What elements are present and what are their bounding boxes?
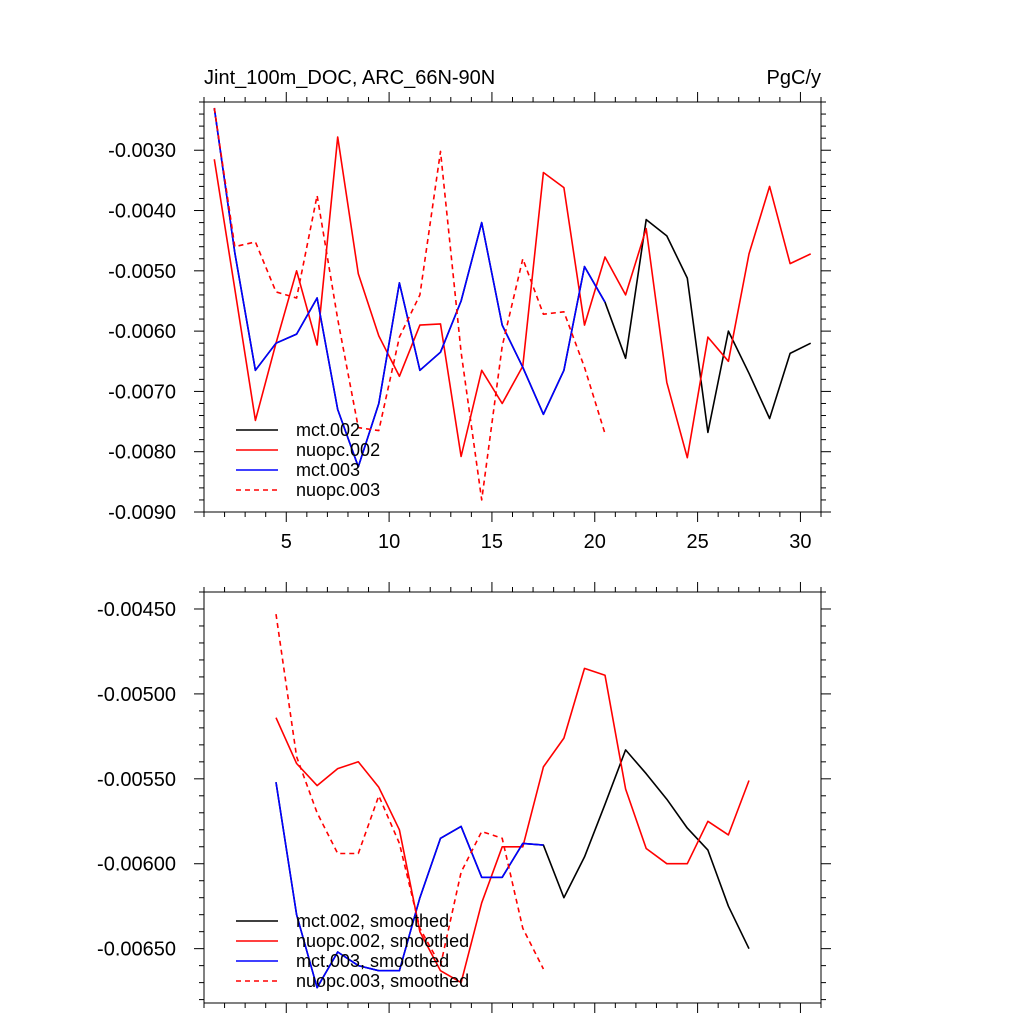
- chart-title: Jint_100m_DOC, ARC_66N-90N: [204, 67, 495, 89]
- legend-label-4: nuopc.003, smoothed: [296, 971, 469, 991]
- y-tick-label: -0.00500: [97, 684, 176, 706]
- series-line-2: [275, 667, 750, 984]
- series-line-2: [213, 136, 812, 459]
- series-line-3: [213, 107, 606, 468]
- x-tick-label: 20: [584, 531, 606, 553]
- x-tick-label: 30: [789, 531, 811, 553]
- y-tick-label: -0.00550: [97, 769, 176, 791]
- series-line-4: [213, 107, 606, 501]
- y-tick-label: -0.00450: [97, 599, 176, 621]
- chart-2: -0.00650 -0.00600 -0.00550 -0.00500 -0.00450…: [97, 582, 831, 1013]
- series-line-1: [213, 107, 812, 468]
- x-tick-label: 15: [481, 531, 503, 553]
- series-line-4: [275, 613, 545, 970]
- y-tick-label: -0.0070: [108, 381, 176, 403]
- legend-label-1: mct.002, smoothed: [296, 911, 449, 931]
- legend-label-2: nuopc.002: [296, 440, 380, 460]
- y-tick-label: -0.0060: [108, 321, 176, 343]
- x-tick-label: 25: [686, 531, 708, 553]
- y-tick-label: -0.0050: [108, 261, 176, 283]
- x-tick-label: 5: [281, 531, 292, 553]
- legend-label-3: mct.003: [296, 460, 360, 480]
- units-label: PgC/y: [767, 67, 821, 89]
- y-tick-label: -0.0080: [108, 442, 176, 464]
- series-line-3: [275, 782, 544, 989]
- chart-1: Jint_100m_DOC, ARC_66N-90N PgC/y 5 10 15 20 25…: [108, 67, 831, 553]
- legend-label-3: mct.003, smoothed: [296, 951, 449, 971]
- y-tick-label: -0.00650: [97, 939, 176, 961]
- legend-label-1: mct.002: [296, 420, 360, 440]
- y-tick-label: -0.00600: [97, 854, 176, 876]
- legend-label-2: nuopc.002, smoothed: [296, 931, 469, 951]
- y-tick-label: -0.0030: [108, 140, 176, 162]
- legend-label-4: nuopc.003: [296, 480, 380, 500]
- y-tick-label: -0.0090: [108, 502, 176, 524]
- x-tick-label: 10: [378, 531, 400, 553]
- y-tick-label: -0.0040: [108, 201, 176, 223]
